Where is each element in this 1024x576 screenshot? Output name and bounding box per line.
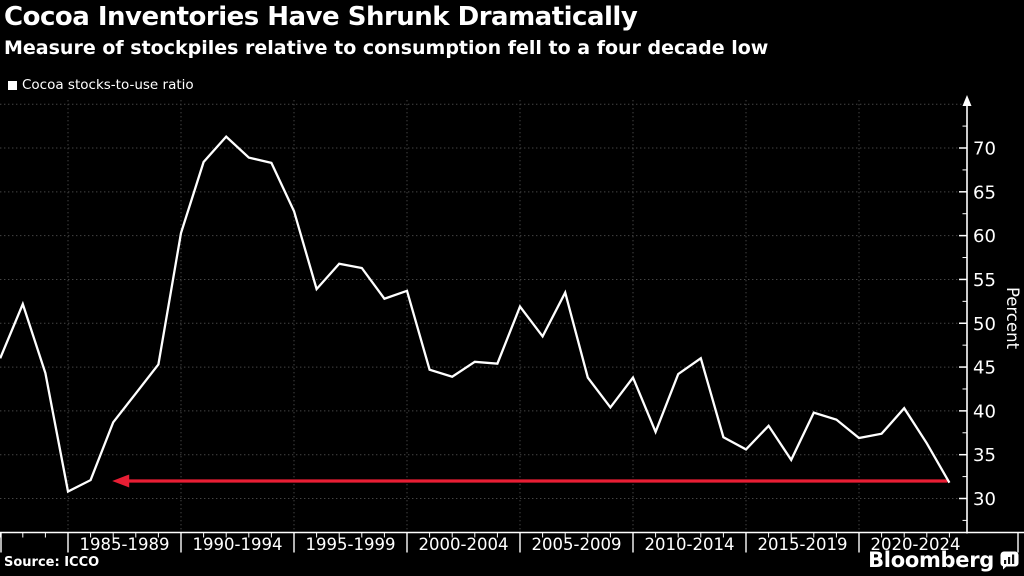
low-level-arrow-head bbox=[112, 474, 130, 488]
data-line-cocoa-stocks-to-use bbox=[0, 134, 951, 494]
brand-name: Bloomberg bbox=[868, 548, 994, 572]
y-tick-label: 35 bbox=[973, 445, 996, 466]
y-axis-title: Percent bbox=[1003, 287, 1022, 350]
y-tick-label: 45 bbox=[973, 358, 996, 379]
x-tick-label: 2000-2004 bbox=[419, 535, 509, 554]
x-tick-label: 1990-1994 bbox=[193, 535, 283, 554]
y-tick-label: 55 bbox=[973, 270, 996, 291]
chart-title: Cocoa Inventories Have Shrunk Dramatical… bbox=[4, 2, 638, 32]
chart-subtitle: Measure of stockpiles relative to consum… bbox=[4, 37, 769, 59]
y-tick-label: 70 bbox=[973, 139, 996, 160]
brand-lockup: Bloomberg bbox=[868, 548, 1019, 572]
x-tick-label: 2020-2024 bbox=[871, 535, 961, 554]
legend-label: Cocoa stocks-to-use ratio bbox=[22, 77, 194, 93]
y-tick-label: 65 bbox=[973, 182, 996, 203]
y-axis-arrowhead-icon bbox=[962, 95, 972, 106]
x-tick-label: 2015-2019 bbox=[758, 535, 848, 554]
y-tick-label: 60 bbox=[973, 226, 996, 247]
legend-swatch-icon bbox=[8, 80, 17, 90]
y-tick-label: 30 bbox=[973, 489, 996, 510]
y-tick-label: 50 bbox=[973, 314, 996, 335]
y-tick-label: 40 bbox=[973, 401, 996, 422]
legend: Cocoa stocks-to-use ratio bbox=[8, 77, 194, 93]
source-note: Source: ICCO bbox=[4, 555, 100, 570]
x-tick-label: 2010-2014 bbox=[645, 535, 735, 554]
bloomberg-terminal-icon bbox=[1000, 551, 1019, 569]
x-tick-label: 1985-1989 bbox=[80, 535, 170, 554]
x-tick-label: 1995-1999 bbox=[306, 535, 396, 554]
x-tick-label: 2005-2009 bbox=[532, 535, 622, 554]
